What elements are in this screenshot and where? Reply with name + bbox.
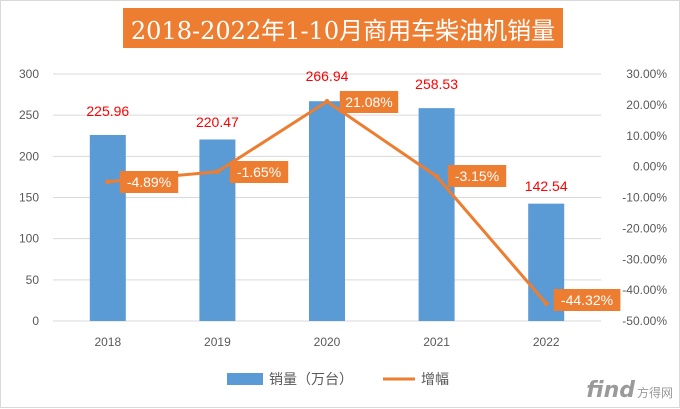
growth-label-box: [447, 165, 507, 187]
growth-label-box: [553, 289, 621, 311]
left-axis-tick-label: 150: [19, 191, 39, 205]
right-axis-tick-label: 0.00%: [633, 160, 667, 174]
growth-label-box: [339, 91, 399, 113]
growth-value-label: -4.89%: [127, 174, 171, 190]
growth-label-box: [119, 171, 179, 193]
growth-point: [543, 300, 549, 306]
right-axis-tick-label: -20.00%: [622, 221, 667, 235]
left-axis-tick-label: 100: [19, 232, 39, 246]
right-axis-tick-label: -30.00%: [622, 252, 667, 266]
right-axis-tick-label: 30.00%: [626, 67, 667, 81]
bar-value-label: 266.94: [306, 68, 349, 84]
bar-value-label: 220.47: [196, 114, 239, 130]
growth-label-box: [229, 161, 289, 183]
right-axis-tick-label: 20.00%: [626, 98, 667, 112]
left-axis-tick-label: 300: [19, 67, 39, 81]
x-axis-tick-label: 2018: [94, 335, 121, 349]
bar: [89, 134, 126, 321]
x-axis-tick-label: 2020: [314, 335, 341, 349]
growth-value-label: 21.08%: [345, 94, 392, 110]
watermark: find 方得网: [586, 378, 673, 403]
bar-value-label: 225.96: [86, 103, 129, 119]
watermark-text: 方得网: [636, 386, 673, 400]
legend-label-bar: 销量（万台）: [269, 372, 353, 388]
left-axis-tick-label: 200: [19, 149, 39, 163]
bar-value-label: 258.53: [415, 76, 458, 92]
growth-point: [105, 179, 111, 185]
bar-value-label: 142.54: [525, 178, 568, 194]
right-axis-tick-label: 10.00%: [626, 129, 667, 143]
left-axis-tick-label: 250: [19, 108, 39, 122]
x-axis-tick-label: 2022: [533, 335, 560, 349]
bar: [418, 108, 455, 321]
chart-title-box: 2018-2022年1-10月商用车柴油机销量: [123, 8, 563, 48]
left-axis-tick-label: 0: [32, 314, 39, 328]
x-axis-tick-label: 2019: [204, 335, 231, 349]
growth-point: [324, 99, 330, 105]
chart-title: 2018-2022年1-10月商用车柴油机销量: [130, 16, 556, 45]
growth-point: [434, 173, 440, 179]
legend-label-line: 增幅: [421, 372, 449, 388]
right-axis-tick-label: -50.00%: [622, 314, 667, 328]
legend-swatch-bar: [227, 373, 263, 385]
right-axis-tick-label: -10.00%: [622, 191, 667, 205]
right-axis-tick-label: -40.00%: [622, 283, 667, 297]
growth-value-label: -44.32%: [561, 292, 613, 308]
growth-value-label: -3.15%: [455, 168, 499, 184]
x-axis-tick-label: 2021: [423, 335, 450, 349]
bar: [309, 101, 345, 322]
growth-point: [214, 169, 220, 175]
left-axis-tick-label: 50: [26, 273, 40, 287]
growth-value-label: -1.65%: [237, 164, 281, 180]
watermark-brand: find: [586, 378, 635, 403]
